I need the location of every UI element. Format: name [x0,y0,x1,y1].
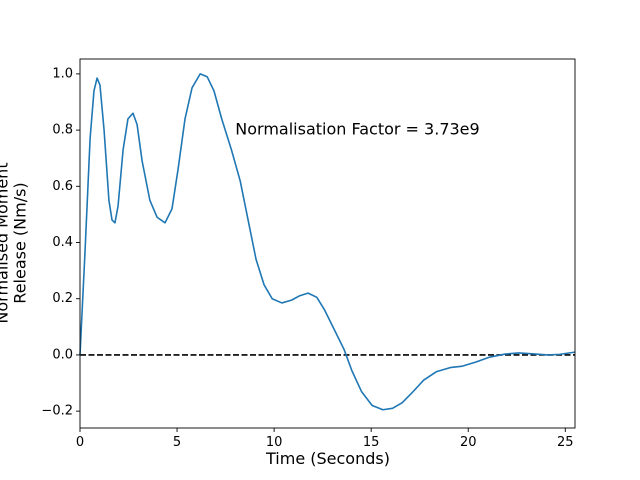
y-tick-label: 0.0 [52,347,73,362]
x-tick-label: 20 [460,435,477,450]
annotation: Normalisation Factor = 3.73e9 [235,120,479,139]
x-axis-label: Time (Seconds) [265,449,390,468]
x-tick-label: 25 [557,435,574,450]
y-tick-label: 0.6 [52,179,73,194]
plot-frame [79,58,576,429]
x-tick-label: 15 [363,435,380,450]
y-tick-label: 0.8 [52,123,73,138]
y-tick-label: −0.2 [41,404,73,419]
x-tick-label: 0 [76,435,84,450]
x-tick-label: 10 [266,435,283,450]
y-axis-label: Release (Nm/s) [11,182,30,303]
y-tick-label: 1.0 [52,66,73,81]
y-tick-label: 0.2 [52,291,73,306]
x-tick-label: 5 [173,435,181,450]
data-line [79,73,576,411]
y-axis-label: Normalised Moment [0,162,12,323]
y-tick-label: 0.4 [52,235,73,250]
